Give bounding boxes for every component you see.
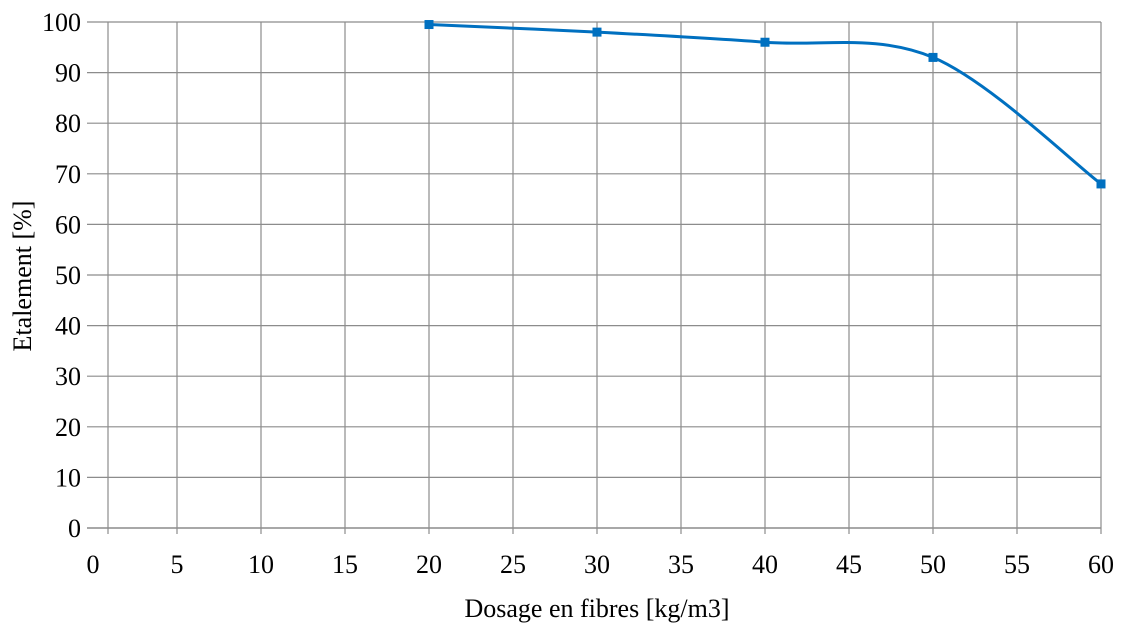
x-tick-label: 5 xyxy=(171,550,184,579)
y-axis-tick-labels: 0 10 20 30 40 50 60 70 80 90 100 xyxy=(42,8,81,543)
axes xyxy=(87,22,1101,534)
y-tick-label: 30 xyxy=(55,362,81,391)
data-point-marker xyxy=(760,37,770,47)
x-axis-title: Dosage en fibres [kg/m3] xyxy=(465,594,730,623)
y-tick-label: 70 xyxy=(55,160,81,189)
y-tick-label: 0 xyxy=(68,514,81,543)
data-point-marker xyxy=(928,52,938,62)
y-tick-label: 50 xyxy=(55,261,81,290)
y-tick-label: 10 xyxy=(55,463,81,492)
y-tick-label: 20 xyxy=(55,413,81,442)
y-tick-label: 90 xyxy=(55,59,81,88)
series xyxy=(424,20,1106,189)
data-point-marker xyxy=(1096,179,1106,189)
x-tick-label: 0 xyxy=(87,550,100,579)
x-tick-label: 60 xyxy=(1088,550,1114,579)
y-axis-title: Etalement [%] xyxy=(8,201,37,352)
x-tick-label: 10 xyxy=(248,550,274,579)
series-line xyxy=(427,23,1103,186)
x-tick-label: 55 xyxy=(1004,550,1030,579)
y-tick-label: 60 xyxy=(55,210,81,239)
y-tick-label: 100 xyxy=(42,8,81,37)
y-tick-label: 80 xyxy=(55,109,81,138)
x-tick-label: 40 xyxy=(752,550,778,579)
x-tick-label: 15 xyxy=(332,550,358,579)
grid xyxy=(87,21,1102,534)
x-axis-tick-labels: 0 5 10 15 20 25 30 35 40 45 50 55 60 xyxy=(87,550,1115,579)
x-tick-label: 25 xyxy=(500,550,526,579)
y-tick-label: 40 xyxy=(55,312,81,341)
x-tick-label: 20 xyxy=(416,550,442,579)
x-tick-label: 50 xyxy=(920,550,946,579)
x-tick-label: 35 xyxy=(668,550,694,579)
x-tick-label: 30 xyxy=(584,550,610,579)
data-point-marker xyxy=(592,27,602,37)
data-point-marker xyxy=(424,20,434,30)
x-tick-label: 45 xyxy=(836,550,862,579)
